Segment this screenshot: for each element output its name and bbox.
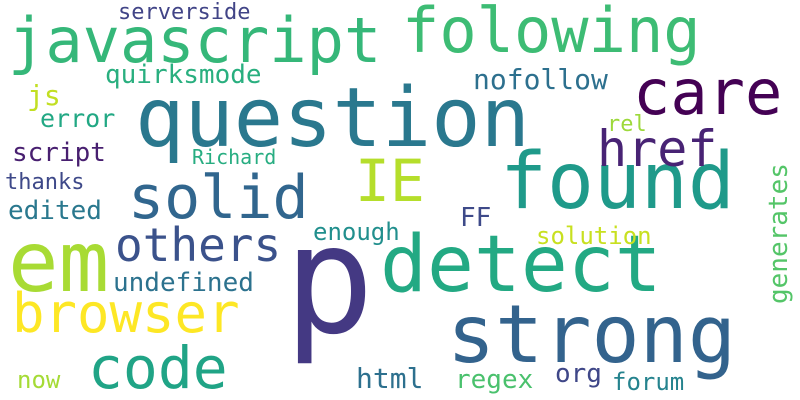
word-solid: solid bbox=[128, 163, 309, 233]
word-generates: generates bbox=[764, 163, 794, 304]
word-regex: regex bbox=[455, 365, 534, 395]
word-script: script bbox=[12, 138, 106, 168]
word-detect: detect bbox=[380, 220, 662, 310]
word-enough: enough bbox=[313, 218, 400, 246]
word-FF: FF bbox=[460, 203, 492, 233]
word-nofollow: nofollow bbox=[473, 63, 608, 96]
word-edited: edited bbox=[8, 196, 102, 226]
word-undefined: undefined bbox=[113, 268, 254, 298]
word-javascript: javascript bbox=[8, 4, 382, 77]
word-org: org bbox=[555, 359, 602, 389]
word-href: href bbox=[597, 120, 718, 178]
word-html: html bbox=[356, 362, 424, 395]
word-quirksmode: quirksmode bbox=[105, 60, 262, 90]
word-found: found bbox=[500, 137, 735, 227]
word-solution: solution bbox=[536, 222, 652, 250]
word-strong: strong bbox=[447, 288, 736, 381]
word-question: question bbox=[135, 71, 530, 166]
word-js: js bbox=[27, 79, 61, 112]
word-Richard: Richard bbox=[192, 145, 277, 169]
word-thanks: thanks bbox=[5, 170, 85, 195]
word-serverside: serverside bbox=[118, 0, 251, 25]
word-code: code bbox=[88, 334, 228, 400]
word-others: others bbox=[115, 218, 282, 272]
word-em: em bbox=[8, 213, 110, 311]
word-browser: browser bbox=[12, 282, 240, 345]
word-IE: IE bbox=[355, 147, 425, 215]
word-p: p bbox=[284, 194, 375, 368]
word-rel: rel bbox=[607, 112, 647, 137]
word-error: error bbox=[40, 104, 116, 133]
word-forum: forum bbox=[612, 368, 685, 396]
word-now: now bbox=[17, 366, 61, 394]
word-care: care bbox=[633, 56, 783, 129]
word-folowing: folowing bbox=[402, 0, 701, 67]
